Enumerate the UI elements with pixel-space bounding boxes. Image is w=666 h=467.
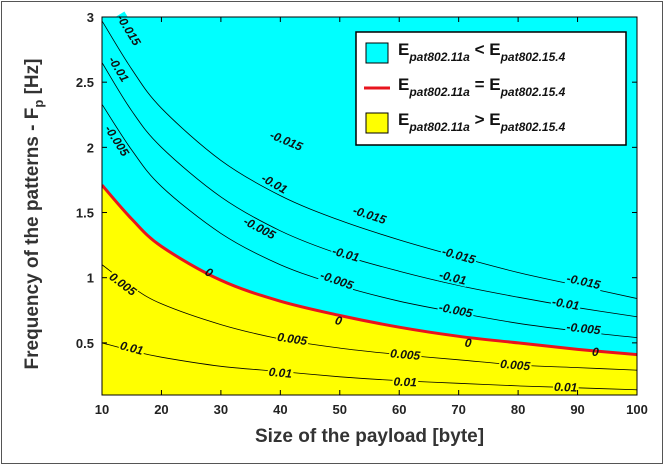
contour-label-bg — [392, 375, 419, 389]
legend-box — [355, 31, 627, 146]
contour-line--0.015 — [102, 20, 637, 299]
contour-label-bg — [105, 53, 132, 86]
contour-label-bg — [437, 268, 469, 288]
y-tick-label: 2.5 — [76, 75, 94, 90]
contour-line-0 — [102, 184, 637, 357]
contour-label-bg — [117, 339, 146, 358]
y-axis-ticks: 0.5 1 1.5 2 2.5 3 — [76, 10, 637, 351]
contour-label: 0 — [591, 345, 599, 360]
plot-border — [101, 16, 638, 396]
y-axis-label-main: Frequency of the patterns - F — [22, 108, 43, 370]
y-tick-label: 1.5 — [76, 206, 94, 221]
contour-label-bg — [106, 269, 140, 299]
contour-label: 0.005 — [500, 357, 531, 374]
y-tick-label: 1 — [87, 271, 94, 286]
legend-entry-label: Epat802.11a = Epat802.15.4 — [398, 75, 566, 99]
contour-label: -0.01 — [438, 268, 468, 288]
contour-line-0.005 — [102, 264, 637, 371]
x-tick-label: 50 — [333, 402, 347, 417]
contour-label-bg — [552, 380, 579, 394]
zero-contour — [102, 184, 637, 357]
legend-swatch — [365, 42, 389, 64]
y-axis-label-unit: [Hz] — [22, 59, 43, 100]
contour-label-bg — [436, 300, 475, 320]
x-tick-label: 30 — [214, 402, 228, 417]
contour-label: 0 — [334, 313, 344, 328]
contour-label: 0.01 — [268, 365, 293, 381]
contour-label-bg — [498, 357, 532, 373]
x-tick-label: 10 — [95, 402, 109, 417]
contour-label-bg — [317, 268, 357, 293]
contour-label: 0.005 — [276, 330, 308, 348]
contour-label-bg — [550, 295, 582, 313]
legend-entry-label: Epat802.11a < Epat802.15.4 — [398, 40, 566, 64]
contour-label: -0.005 — [438, 300, 474, 320]
x-tick-label: 70 — [451, 402, 465, 417]
x-tick-label: 40 — [273, 402, 287, 417]
legend-swatch — [365, 112, 389, 134]
contour-label-bg — [240, 214, 279, 243]
legend-entry-label: Epat802.11a > Epat802.15.4 — [398, 110, 566, 134]
contour-label: 0.01 — [554, 380, 578, 395]
contour-label-bg — [350, 203, 389, 227]
contour-label-bg — [114, 11, 144, 49]
x-tick-label: 60 — [392, 402, 406, 417]
contour-label-bg — [329, 244, 362, 265]
x-axis-ticks: 10 20 30 40 50 60 70 80 90 100 — [95, 17, 648, 417]
x-tick-label: 80 — [511, 402, 525, 417]
contour-label-bg — [267, 128, 306, 154]
contour-label-bg — [267, 365, 294, 380]
x-axis-label: Size of the payload [byte] — [255, 426, 484, 447]
y-axis-label-subscript: p — [31, 100, 46, 108]
x-tick-label: 90 — [570, 402, 584, 417]
legend: Epat802.11a < Epat802.15.4 Epat802.11a = … — [355, 31, 627, 146]
contour-label: 0.01 — [393, 374, 417, 389]
contour-label-bg — [564, 271, 603, 292]
x-tick-label: 100 — [626, 402, 648, 417]
contour-line-0.01 — [102, 342, 637, 391]
contour-label-bg — [564, 320, 603, 337]
contour-label-bg — [439, 244, 478, 267]
y-tick-label: 2 — [87, 140, 94, 155]
contour-label-bg — [101, 122, 132, 160]
contour-label: -0.005 — [566, 320, 602, 338]
contour-label-bg — [275, 330, 310, 348]
y-tick-label: 0.5 — [76, 336, 94, 351]
contour-label: 0.01 — [119, 338, 145, 358]
x-tick-label: 20 — [154, 402, 168, 417]
y-tick-label: 3 — [87, 10, 94, 25]
contour-label-bg — [258, 171, 291, 197]
contour-label: 0 — [464, 336, 472, 351]
y-axis-label: Frequency of the patterns - Fp [Hz] — [22, 59, 46, 370]
contour-label-bg — [388, 347, 422, 362]
contour-label: 0.005 — [390, 346, 421, 363]
contour-label: -0.01 — [551, 295, 581, 314]
